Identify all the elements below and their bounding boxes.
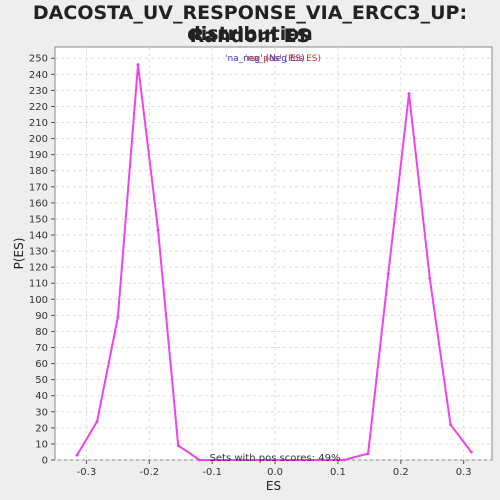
y-tick-label: 180 [29, 166, 48, 177]
y-tick-label: 230 [29, 86, 48, 97]
plot-area [54, 46, 493, 461]
data-point [469, 450, 473, 454]
y-tick-label: 60 [35, 359, 48, 370]
y-tick-label: 0 [42, 456, 48, 467]
y-tick-label: 140 [29, 231, 48, 242]
data-point [95, 419, 99, 423]
y-tick-label: 160 [29, 198, 48, 209]
data-point [449, 423, 453, 427]
y-tick-label: 70 [35, 343, 48, 354]
data-point [136, 63, 140, 67]
data-point [366, 452, 370, 456]
chart-title-line-1: DACOSTA_UV_RESPONSE_VIA_ERCC3_UP: Random… [32, 2, 468, 47]
data-point [386, 272, 390, 276]
y-tick-label: 90 [35, 311, 48, 322]
x-axis-label: ES [266, 479, 281, 493]
y-tick-label: 110 [29, 279, 48, 290]
y-tick-label: 240 [29, 70, 48, 81]
data-point [116, 315, 120, 319]
y-tick-label: 220 [29, 102, 48, 113]
x-tick-label: 0.2 [393, 467, 409, 478]
grid-layer [55, 47, 492, 461]
annotation-text: Sets with pos scores: 49% [210, 453, 341, 464]
data-point [75, 453, 79, 457]
legend-layer: 'na_neg' (Neg ES) 'na_pos' (Pos ES) [225, 54, 321, 64]
y-tick-label: 200 [29, 134, 48, 145]
data-point [342, 458, 346, 462]
y-tick-label: 210 [29, 118, 48, 129]
chart-title-line-2: distribution [187, 23, 313, 45]
data-point [428, 276, 432, 280]
y-tick-label: 40 [35, 391, 48, 402]
y-tick-label: 80 [35, 327, 48, 338]
data-point [156, 228, 160, 232]
y-tick-label: 30 [35, 407, 48, 418]
y-tick-label: 100 [29, 295, 48, 306]
x-tick-label: 0.1 [330, 467, 346, 478]
legend-entry-pos: 'na_pos' (Pos ES) [245, 54, 321, 64]
data-point [176, 444, 180, 448]
axis-layer: 0 10 20 30 40 50 60 70 80 90 100 110 120 130 140 150 160… [29, 54, 472, 478]
y-tick-label: 250 [29, 54, 48, 65]
x-tick-label: -0.3 [77, 467, 97, 478]
legend-entry-neg: 'na_neg' (Neg ES) [225, 54, 305, 64]
y-axis-label: P(ES) [12, 238, 26, 270]
x-tick-label: -0.2 [140, 467, 160, 478]
series-layer [75, 63, 473, 462]
data-point [407, 92, 411, 96]
y-tick-label: 120 [29, 263, 48, 274]
data-point [198, 458, 202, 462]
y-tick-label: 170 [29, 182, 48, 193]
y-tick-label: 50 [35, 375, 48, 386]
y-tick-label: 20 [35, 423, 48, 434]
y-tick-label: 190 [29, 150, 48, 161]
y-tick-label: 150 [29, 214, 48, 225]
y-tick-label: 130 [29, 247, 48, 258]
x-tick-label: 0.3 [456, 467, 472, 478]
y-tick-label: 10 [35, 439, 48, 450]
x-tick-label: 0.0 [267, 467, 283, 478]
series-line [76, 64, 473, 461]
x-tick-label: -0.1 [202, 467, 222, 478]
